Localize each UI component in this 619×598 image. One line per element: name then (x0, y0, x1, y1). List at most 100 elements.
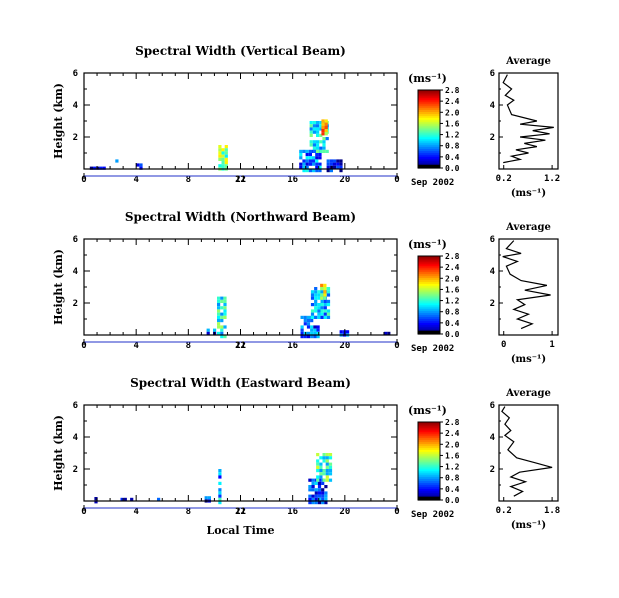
colorbar-segment (418, 480, 440, 483)
average-profile-line (501, 406, 553, 497)
average-title: Average (505, 56, 551, 67)
y-tick-label: 4 (73, 433, 79, 443)
x-tick-label: 0 (394, 507, 399, 517)
colorbar-segment (418, 306, 440, 310)
colorbar-segment (418, 441, 440, 444)
colorbar-segment (418, 146, 440, 150)
data-cell (326, 312, 331, 316)
colorbar-segment (418, 437, 440, 441)
colorbar-segment (418, 478, 440, 482)
average-y-tick-label: 6 (490, 69, 495, 79)
data-cell (329, 162, 333, 166)
y-axis-label: Height (km) (52, 83, 65, 159)
data-cell (324, 491, 328, 495)
data-cell (316, 121, 320, 125)
data-cell (319, 146, 323, 150)
colorbar-segment (418, 132, 440, 136)
colorbar-segment (418, 115, 440, 118)
data-cell (313, 331, 317, 335)
data-cell (314, 315, 318, 319)
data-cell (312, 130, 316, 134)
data-cell (319, 462, 323, 466)
data-cell (315, 156, 319, 160)
data-cell (224, 148, 228, 152)
x-tick-label: 12 (235, 175, 246, 185)
data-cell (305, 162, 309, 166)
data-cell (320, 309, 324, 313)
colorbar-segment (418, 332, 440, 335)
data-cell (224, 145, 228, 149)
average-x-tick-label: 1.8 (544, 506, 560, 516)
data-cell (323, 293, 327, 297)
data-cell (320, 287, 324, 291)
data-cell (314, 491, 318, 495)
data-cell (317, 306, 321, 310)
data-cell (308, 488, 312, 492)
average-y-tick-label: 4 (490, 101, 496, 111)
data-cell (323, 306, 327, 310)
colorbar-segment (418, 302, 440, 306)
data-cell (312, 121, 316, 125)
average-y-tick-label: 2 (490, 465, 495, 475)
colorbar-segment (418, 328, 440, 331)
colorbar-segment (418, 431, 440, 435)
colorbar-unit: (ms⁻¹) (408, 404, 447, 417)
data-cell (311, 485, 315, 489)
data-cell (320, 290, 324, 294)
data-cell (324, 122, 328, 126)
data-cell (310, 303, 315, 307)
data-cell (320, 293, 324, 297)
data-cell (302, 162, 306, 166)
colorbar-segment (418, 457, 440, 460)
colorbar-segment (418, 285, 440, 288)
data-cell (311, 494, 315, 498)
data-cell (316, 146, 320, 150)
colorbar-tick-label: 2.8 (445, 418, 460, 427)
data-cell (308, 149, 312, 153)
colorbar-segment (418, 142, 440, 146)
x-tick-label: 12 (235, 341, 246, 351)
data-cell (312, 140, 316, 144)
data-cell (206, 331, 210, 335)
data-cell (308, 159, 312, 163)
data-cell (300, 328, 304, 332)
data-cell (220, 315, 224, 319)
data-cell (218, 145, 222, 149)
y-tick-label: 4 (73, 101, 79, 111)
data-cell (217, 296, 221, 300)
data-cell (319, 469, 323, 473)
colorbar-segment (418, 425, 440, 429)
data-cell (309, 133, 313, 137)
data-cell (314, 306, 318, 310)
data-cell (313, 328, 317, 332)
colorbar-segment (418, 259, 440, 263)
colorbar-segment (418, 490, 440, 493)
data-cell (220, 306, 224, 310)
colorbar-segment (418, 453, 440, 456)
data-cell (316, 453, 320, 457)
data-cell (321, 501, 325, 505)
data-cell (217, 325, 221, 329)
data-cell (299, 149, 303, 153)
data-cell (317, 312, 321, 316)
x-tick-label: 0 (81, 507, 86, 517)
data-cell (310, 335, 314, 339)
data-cell (217, 322, 221, 326)
plot-frame (83, 72, 398, 170)
colorbar-segment (418, 117, 440, 120)
data-cell (319, 456, 323, 460)
data-cell (316, 465, 320, 469)
data-cell (323, 299, 327, 303)
data-cell (223, 303, 227, 307)
colorbar-segment (418, 125, 440, 128)
data-cell (322, 456, 326, 460)
date-label: 21 (235, 507, 246, 517)
data-cell (314, 501, 318, 505)
x-tick-label: 16 (287, 175, 298, 185)
colorbar-segment (418, 152, 440, 155)
colorbar-tick-label: 2.8 (445, 86, 460, 95)
y-axis-label: Height (km) (52, 249, 65, 325)
colorbar-segment (418, 269, 440, 273)
colorbar-segment (418, 273, 440, 277)
data-cell (317, 290, 321, 294)
